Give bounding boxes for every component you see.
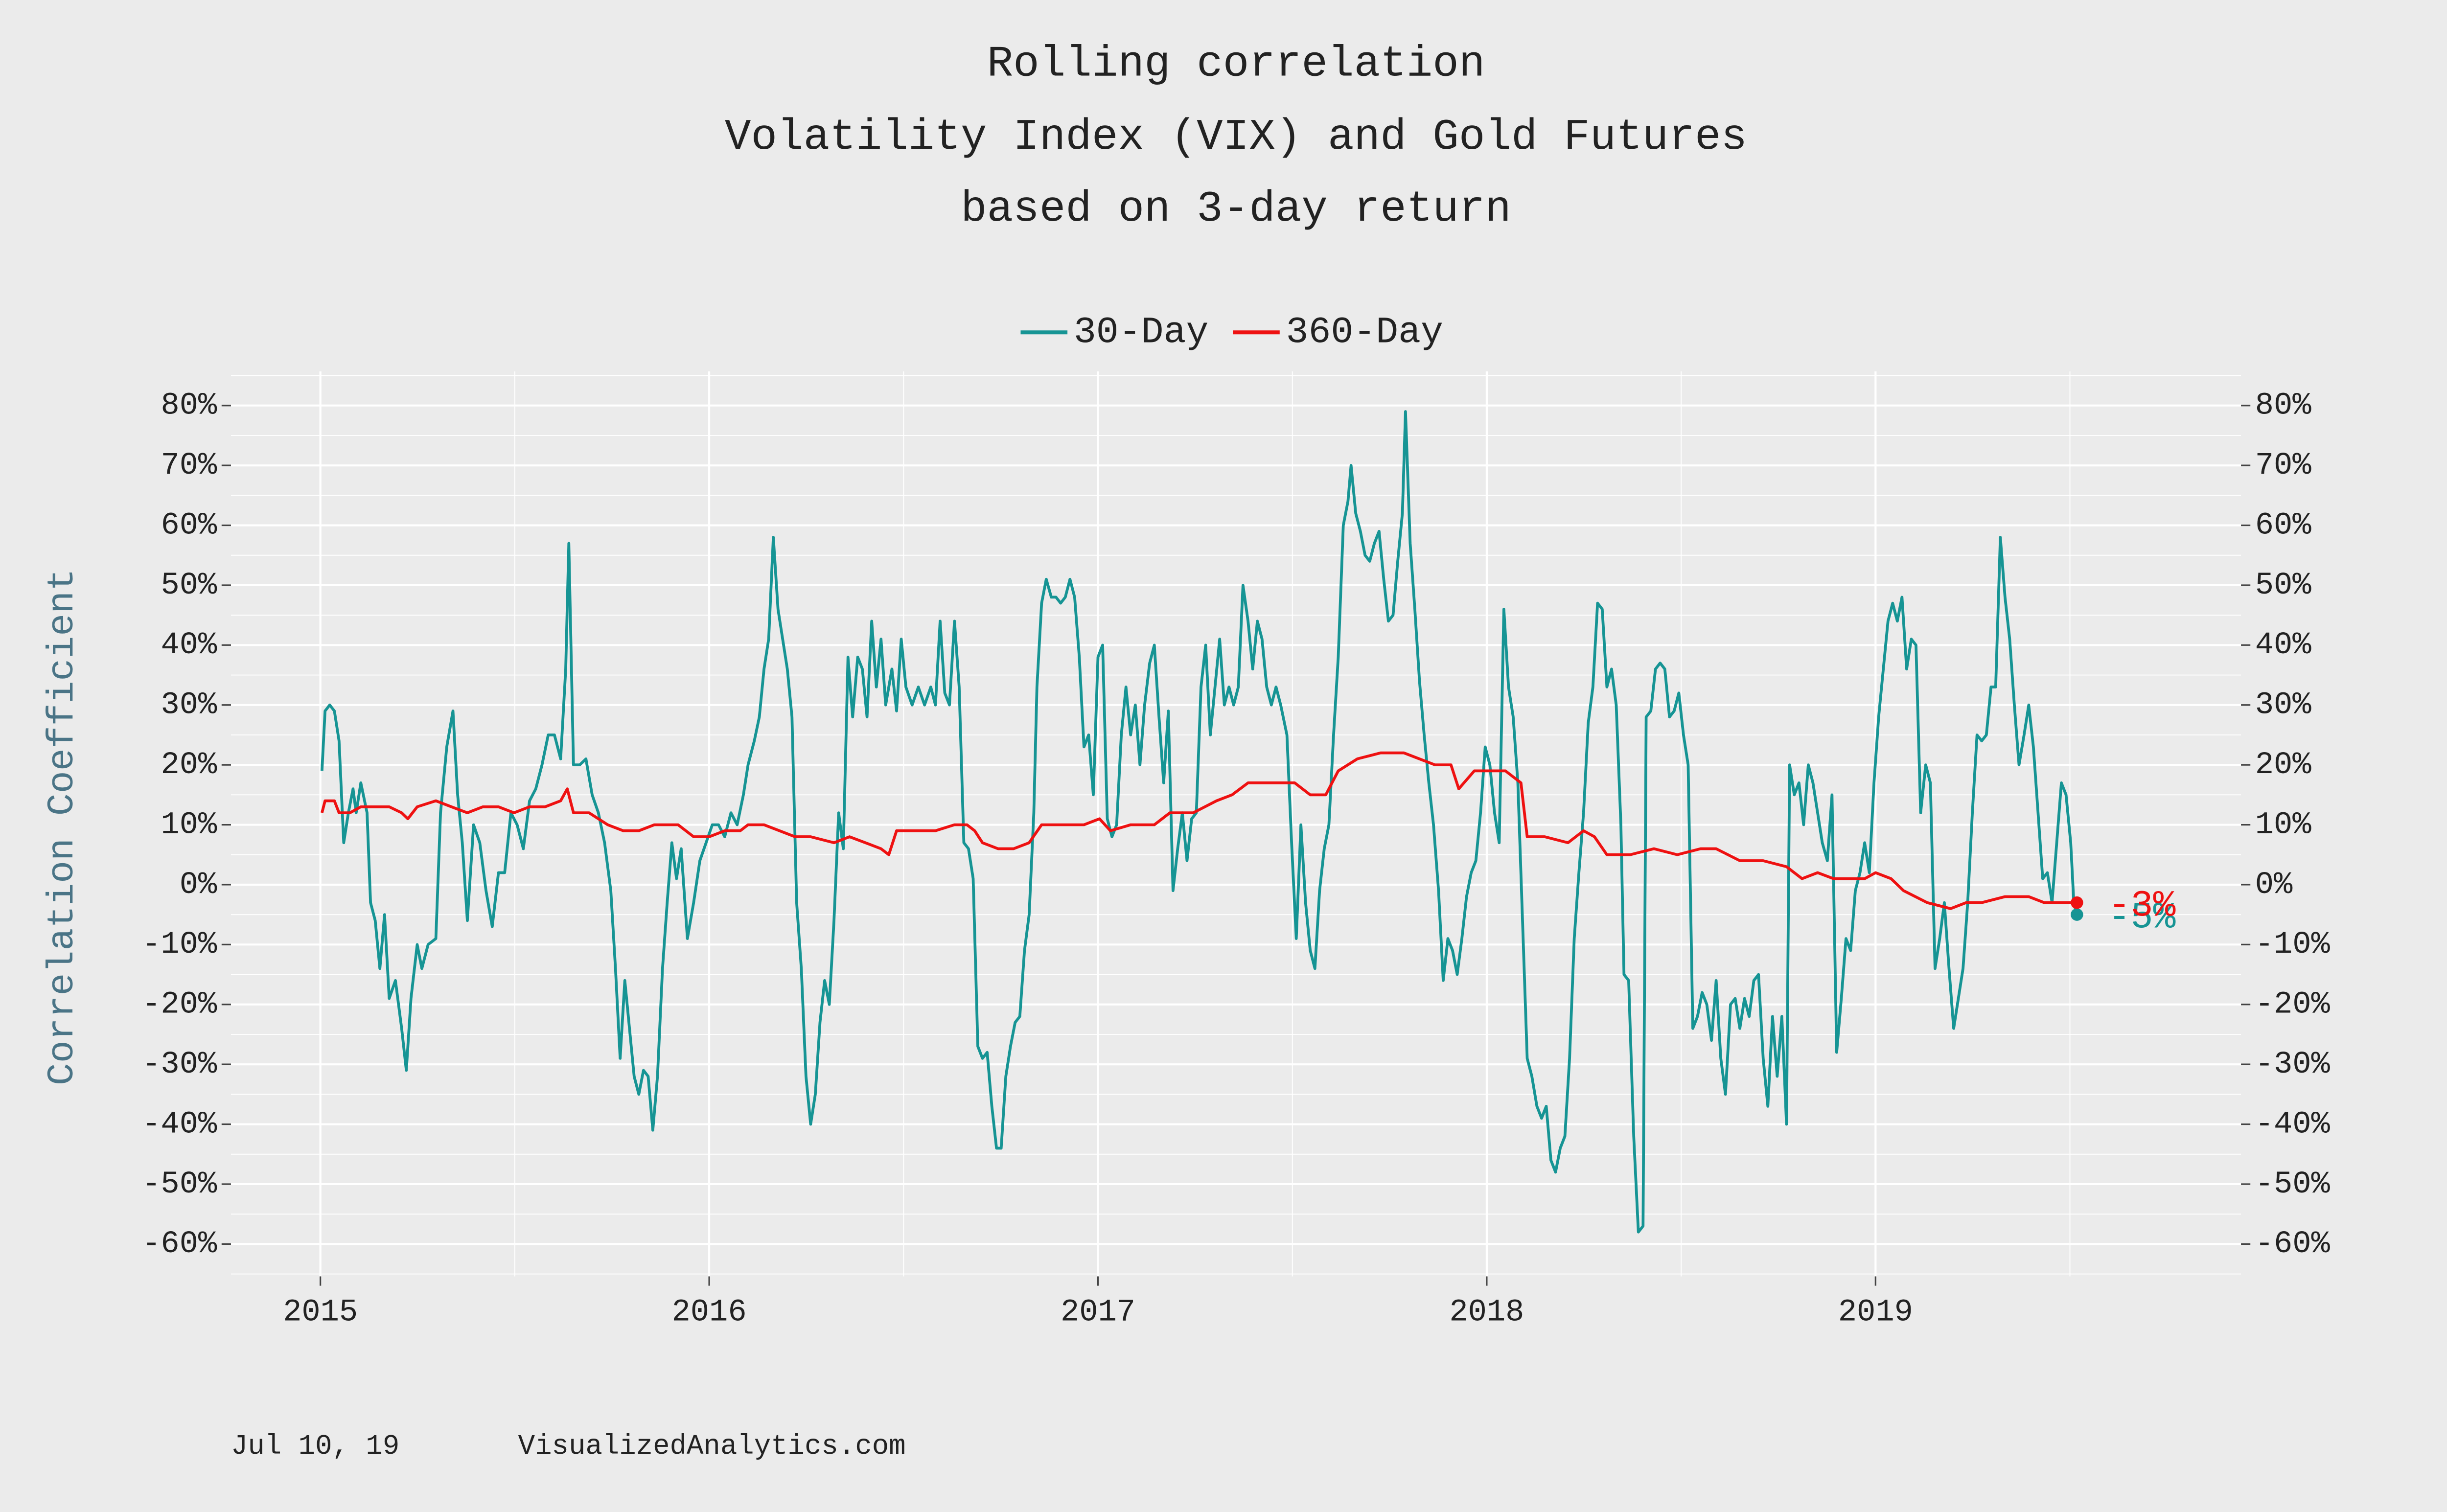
y-tick-label: 20% [161, 748, 217, 783]
caption: Jul 10, 19 [231, 1431, 399, 1463]
y-tick-label: 0% [180, 868, 217, 903]
y2-tick-label: -10% [2255, 927, 2331, 962]
x-tick-label: 2019 [1838, 1295, 1913, 1330]
y2-tick-label: 20% [2255, 748, 2312, 783]
y-tick-label: 80% [161, 389, 217, 424]
y2-tick-label: -40% [2255, 1107, 2331, 1142]
series-line [321, 751, 2077, 910]
y2-tick-label: -60% [2255, 1227, 2331, 1262]
y-tick-label: 10% [161, 807, 217, 843]
y2-tick-label: 30% [2255, 688, 2312, 723]
x-tick-label: 2017 [1061, 1295, 1135, 1330]
y2-tick-label: -20% [2255, 987, 2331, 1023]
y-tick-label: 50% [161, 568, 217, 603]
end-point [2071, 896, 2083, 909]
y2-tick-label: 50% [2255, 568, 2312, 603]
y2-tick-label: 80% [2255, 389, 2312, 424]
x-tick-label: 2018 [1449, 1295, 1524, 1330]
y2-tick-label: 70% [2255, 448, 2312, 483]
chart-title: based on 3-day return [961, 184, 1511, 234]
y-tick-label: 30% [161, 688, 217, 723]
legend-label: 360-Day [1286, 311, 1443, 353]
end-label: -5% [2108, 896, 2176, 939]
series-line [320, 410, 2078, 1234]
y-tick-label: -50% [142, 1167, 217, 1202]
caption: VisualizedAnalytics.com [518, 1431, 906, 1463]
y-axis-title: Correlation Coefficient [41, 569, 84, 1085]
end-label: -3% [2108, 884, 2176, 927]
legend-label: 30-Day [1074, 311, 1209, 353]
y-tick-label: -60% [142, 1227, 217, 1262]
y2-tick-label: 0% [2255, 868, 2293, 903]
y-tick-label: 70% [161, 448, 217, 483]
x-tick-label: 2015 [283, 1295, 358, 1330]
y-tick-label: -20% [142, 987, 217, 1023]
y-tick-label: -10% [142, 927, 217, 962]
y-tick-label: -40% [142, 1107, 217, 1142]
y-tick-label: -30% [142, 1047, 217, 1082]
chart-title: Volatility Index (VIX) and Gold Futures [725, 113, 1747, 162]
chart-title: Rolling correlation [987, 39, 1485, 89]
y-tick-label: 40% [161, 628, 217, 663]
end-point [2071, 908, 2083, 921]
y2-tick-label: 60% [2255, 508, 2312, 543]
y2-tick-label: 10% [2255, 807, 2312, 843]
x-tick-label: 2016 [672, 1295, 747, 1330]
y2-tick-label: -50% [2255, 1167, 2331, 1202]
y2-tick-label: 40% [2255, 628, 2312, 663]
y-tick-label: 60% [161, 508, 217, 543]
y2-tick-label: -30% [2255, 1047, 2331, 1082]
